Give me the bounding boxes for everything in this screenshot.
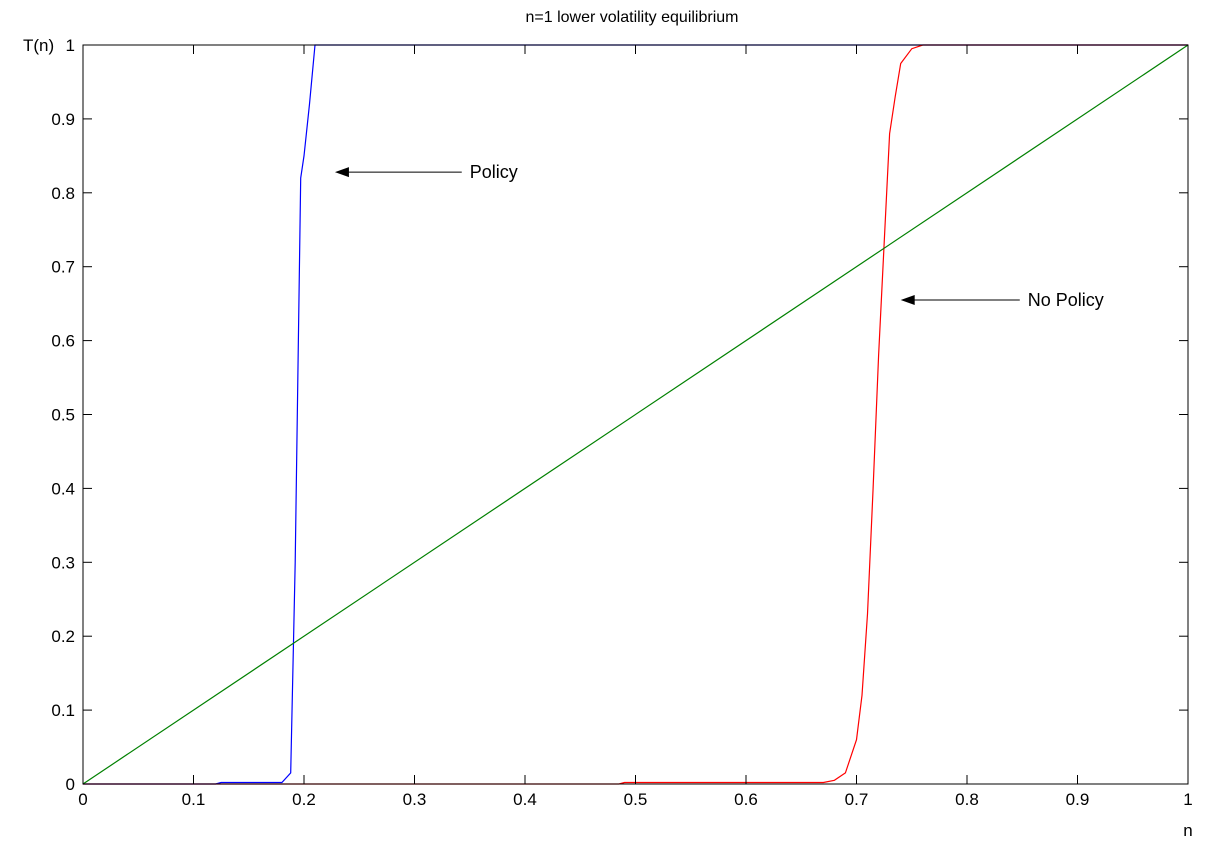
- y-tick-label: 0.8: [51, 184, 75, 203]
- series-line-2: [83, 44, 1188, 785]
- annotation-arrow-head: [900, 294, 915, 305]
- y-tick-label: 1: [66, 36, 75, 55]
- y-tick-label: 0.1: [51, 701, 75, 720]
- x-axis-label: n: [1183, 821, 1192, 840]
- y-tick-label: 0.2: [51, 627, 75, 646]
- y-tick-label: 0.5: [51, 406, 75, 425]
- series-line-3: [82, 44, 1189, 785]
- annotation-label: No Policy: [1028, 290, 1104, 310]
- x-tick-label: 0.3: [403, 790, 427, 809]
- y-tick-label: 0.4: [51, 479, 75, 498]
- annotation-arrow-head: [334, 167, 349, 178]
- chart-title: n=1 lower volatility equilibrium: [526, 9, 739, 26]
- x-tick-label: 0.6: [734, 790, 758, 809]
- y-tick-label: 0.7: [51, 258, 75, 277]
- x-tick-label: 0.2: [292, 790, 316, 809]
- annotation-label: Policy: [470, 162, 518, 182]
- y-tick-label: 0: [66, 775, 75, 794]
- y-tick-label: 0.9: [51, 110, 75, 129]
- y-tick-label: 0.3: [51, 553, 75, 572]
- x-tick-label: 0.4: [513, 790, 537, 809]
- y-tick-label: 0.6: [51, 332, 75, 351]
- x-tick-label: 0: [78, 790, 87, 809]
- annotation-layer: Policy No Policy: [334, 162, 1104, 310]
- y-axis-label: T(n): [23, 36, 54, 55]
- x-tick-label: 0.8: [955, 790, 979, 809]
- x-tick-label: 0.9: [1066, 790, 1090, 809]
- x-tick-label: 0.5: [624, 790, 648, 809]
- x-tick-label: 1: [1183, 790, 1192, 809]
- x-tick-label: 0.7: [845, 790, 869, 809]
- series-layer: [82, 44, 1189, 785]
- tick-layer: 0 0.1 0.2 0.3 0.4 0.5 0.6 0.7 0.8 0.9 1 0 0.1 0.2 0.3 0…: [51, 36, 1192, 809]
- plot-frame: [82, 44, 1189, 785]
- x-tick-label: 0.1: [182, 790, 206, 809]
